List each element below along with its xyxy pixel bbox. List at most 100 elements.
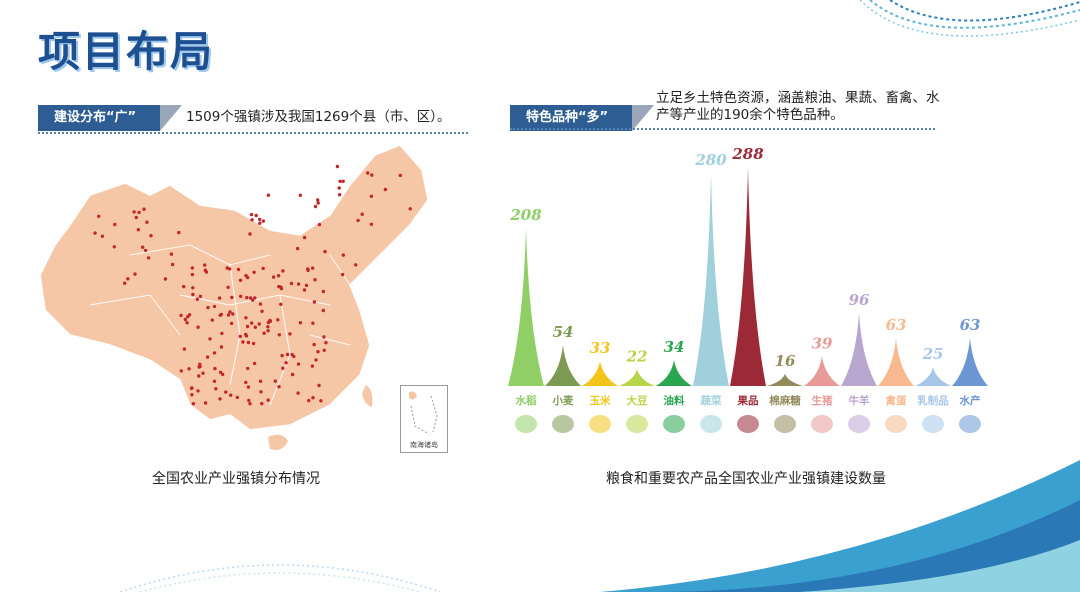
town-marker: [258, 221, 262, 225]
town-marker: [190, 272, 195, 277]
town-marker: [321, 289, 326, 294]
town-marker: [208, 337, 212, 341]
town-marker: [369, 222, 374, 226]
town-marker: [221, 372, 225, 377]
town-marker: [186, 315, 190, 319]
bottom-left-wave-decoration: [120, 564, 440, 592]
town-marker: [97, 214, 101, 218]
town-marker: [227, 267, 232, 271]
town-marker: [214, 387, 218, 391]
town-marker: [241, 340, 245, 344]
town-marker: [335, 164, 340, 169]
town-marker: [322, 348, 326, 352]
bar-乳制品: [915, 367, 951, 386]
town-marker: [266, 193, 271, 197]
product-illustration-icon: [959, 415, 981, 433]
category-label: 玉米: [590, 394, 611, 407]
town-marker: [201, 371, 205, 375]
town-marker: [369, 194, 374, 198]
town-marker: [250, 218, 254, 222]
town-marker: [113, 222, 117, 227]
town-marker: [235, 395, 239, 400]
category-label: 大豆: [627, 394, 648, 407]
town-marker: [271, 275, 276, 279]
town-marker: [246, 385, 251, 389]
town-marker: [281, 269, 285, 273]
town-marker: [182, 284, 186, 289]
town-marker: [248, 296, 253, 300]
town-marker: [218, 397, 222, 401]
hainan-island: [268, 434, 288, 450]
town-marker: [203, 401, 208, 405]
town-marker: [266, 329, 270, 333]
town-marker: [266, 398, 270, 402]
category-label: 蔬菜: [701, 394, 722, 407]
town-marker: [203, 268, 207, 272]
category-label: 禽蛋: [885, 394, 907, 407]
town-marker: [337, 186, 341, 190]
town-marker: [312, 300, 317, 304]
town-marker: [247, 398, 251, 403]
town-marker: [296, 282, 301, 286]
china-map-outline: [39, 144, 429, 431]
town-marker: [187, 367, 191, 371]
town-marker: [248, 232, 252, 236]
varieties-description-line1: 立足乡土特色资源，涵盖粮油、果蔬、畜禽、水: [656, 90, 940, 106]
town-marker: [197, 374, 201, 378]
town-marker: [281, 366, 285, 370]
value-label: 63: [886, 316, 907, 334]
town-marker: [322, 335, 326, 339]
town-marker: [163, 277, 168, 281]
town-marker: [258, 379, 263, 383]
product-illustration-icon: [552, 415, 574, 433]
town-marker: [182, 347, 187, 351]
town-marker: [238, 278, 243, 282]
distribution-tag: 建设分布“广”: [38, 105, 182, 131]
town-marker: [244, 380, 248, 385]
town-marker: [123, 281, 127, 285]
town-marker: [298, 321, 303, 325]
town-marker: [230, 295, 234, 300]
town-marker: [205, 355, 210, 359]
town-marker: [279, 302, 283, 306]
town-marker: [220, 331, 224, 336]
town-marker: [226, 285, 230, 289]
china-map-svg: [39, 144, 429, 450]
town-marker: [191, 402, 196, 406]
varieties-tag: 特色品种“多”: [510, 105, 654, 131]
town-marker: [191, 286, 195, 290]
town-marker: [324, 341, 328, 345]
town-marker: [316, 198, 320, 202]
category-label: 水稻: [515, 394, 537, 407]
town-marker: [302, 235, 307, 240]
production-chart: 208 水稻 54 小麦 33 玉米 22 大豆 34 油料 280 蔬菜 288 果品 16 棉麻糖 39 生猪…: [500, 145, 1000, 448]
product-illustration-icon: [811, 415, 833, 433]
value-label: 54: [553, 323, 574, 341]
town-marker: [314, 358, 318, 362]
town-marker: [304, 283, 309, 288]
town-marker: [266, 325, 270, 329]
value-label: 39: [812, 334, 833, 352]
town-marker: [212, 379, 217, 383]
town-marker: [238, 334, 242, 339]
bar-牛羊: [841, 313, 877, 386]
town-marker: [228, 310, 232, 314]
town-marker: [136, 228, 140, 232]
town-marker: [196, 389, 200, 393]
town-marker: [258, 302, 263, 306]
town-marker: [149, 234, 153, 238]
town-marker: [408, 207, 412, 211]
product-illustration-icon: [737, 415, 759, 433]
town-marker: [198, 294, 203, 298]
town-marker: [252, 270, 256, 274]
value-label: 16: [775, 352, 796, 370]
map-caption: 全国农业产业强镇分布情况: [152, 471, 320, 487]
bar-生猪: [804, 356, 840, 386]
inset-map: [409, 391, 438, 435]
town-marker: [212, 351, 217, 355]
bar-水稻: [508, 227, 544, 386]
town-marker: [398, 173, 402, 178]
town-marker: [307, 398, 311, 403]
value-label: 96: [849, 291, 870, 309]
town-marker: [248, 402, 252, 406]
